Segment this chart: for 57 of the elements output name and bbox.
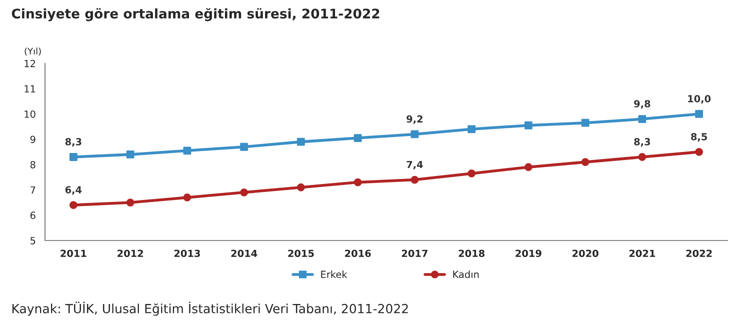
y-tick-label: 12	[24, 60, 35, 68]
point	[354, 134, 362, 142]
x-tick-label: 2014	[231, 250, 258, 258]
x-tick-label: 2019	[516, 250, 542, 258]
legend-label: Erkek	[321, 270, 348, 278]
x-tick-label: 2021	[629, 250, 656, 258]
data-label: 8,5	[691, 132, 707, 142]
point	[638, 153, 646, 161]
y-tick-label: 11	[24, 85, 36, 92]
data-label: 8,3	[634, 138, 650, 147]
x-tick-label: 2015	[288, 250, 314, 258]
y-axis-title: (Yıl)	[24, 48, 41, 56]
x-tick-label: 2016	[345, 250, 371, 258]
data-label: 8,3	[65, 138, 82, 147]
x-tick-label: 2018	[458, 250, 484, 258]
point	[126, 150, 134, 158]
legend-label: Kadın	[453, 270, 479, 278]
text: Kaynak: TÜİK, Ulusal Eğitim İstatistikleri Veri Tabanı, 2011-2022	[12, 302, 408, 316]
point	[695, 110, 704, 118]
point	[468, 125, 476, 134]
point	[240, 142, 248, 151]
point	[183, 146, 192, 155]
point	[468, 169, 476, 178]
point	[581, 118, 590, 127]
chart-title: Cinsiyete göre ortalama eğitim süresi, 2011-2022	[12, 8, 380, 22]
point	[296, 138, 305, 146]
x-tick-label: 2022	[686, 250, 712, 258]
point	[126, 198, 134, 206]
data-label: 10,0	[688, 95, 711, 104]
y-tick-label: 7	[30, 186, 36, 194]
x-tick-label: 2017	[402, 250, 428, 258]
point	[581, 158, 590, 166]
point	[183, 194, 192, 202]
point	[695, 148, 704, 156]
y-tick-label: 8	[30, 161, 36, 168]
point	[240, 188, 248, 196]
point	[524, 163, 532, 172]
point	[296, 183, 305, 192]
y-tick-label: 5	[30, 237, 36, 244]
data-label: 9,2	[406, 115, 422, 124]
x-tick-label: 2011	[60, 250, 86, 258]
point	[410, 130, 419, 138]
point	[69, 201, 78, 210]
y-tick-label: 6	[30, 212, 36, 220]
y-tick-label: 10	[24, 110, 36, 118]
x-tick-label: 2012	[118, 250, 143, 258]
point	[524, 121, 532, 130]
x-tick-label: 2020	[572, 250, 598, 258]
point	[638, 115, 646, 123]
point	[69, 153, 78, 161]
x-tick-label: 2013	[174, 250, 200, 258]
data-label: 6,4	[65, 186, 82, 195]
data-label: 9,8	[634, 100, 650, 109]
point	[354, 178, 362, 186]
data-label: 7,4	[406, 160, 423, 170]
point	[410, 176, 419, 184]
y-tick-label: 9	[30, 136, 36, 144]
